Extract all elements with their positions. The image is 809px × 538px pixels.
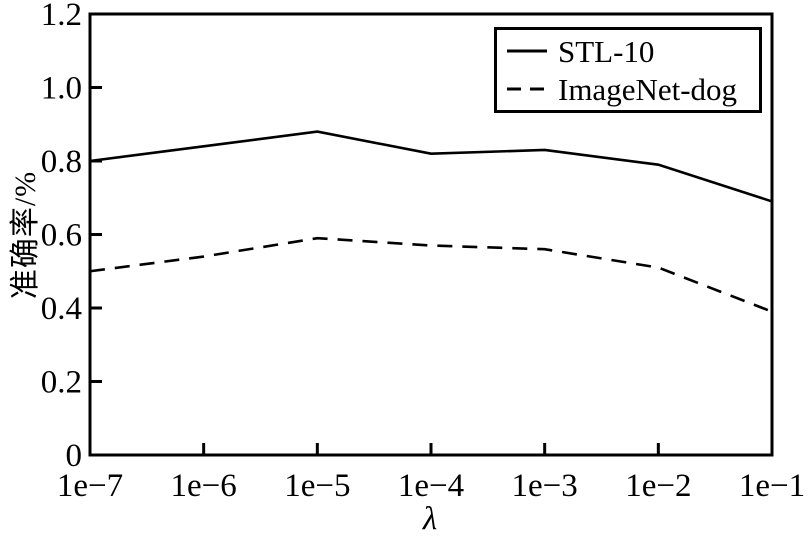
x-axis-tick-labels: 1e−7 1e−6 1e−5 1e−4 1e−3 1e−2 1e−1 [57, 468, 805, 504]
y-tick-label: 0.4 [41, 291, 82, 327]
dashed-line-swatch [507, 85, 547, 93]
y-axis-title: 准确率/% [9, 170, 43, 299]
x-tick-label: 1e−2 [625, 468, 691, 504]
x-tick-label: 1e−3 [512, 468, 578, 504]
imagenet-dog-line [89, 236, 773, 313]
y-tick-label: 0.6 [41, 218, 82, 254]
y-tick-label: 0 [66, 438, 83, 474]
y-axis-title-wrap: 准确率/% [0, 14, 54, 455]
y-axis-ticks [90, 12, 102, 457]
x-tick-label: 1e−1 [739, 468, 805, 504]
data-series-lines [89, 130, 773, 313]
stl-10-line [89, 130, 773, 203]
y-tick-label: 0.8 [41, 144, 82, 180]
x-tick-label: 1e−5 [284, 468, 350, 504]
x-axis-title: λ [422, 501, 438, 537]
y-tick-label: 0.2 [41, 365, 82, 401]
y-tick-label: 1.2 [41, 0, 82, 33]
legend-label-imagenet-dog: ImageNet-dog [558, 71, 738, 107]
legend-label-stl-10: STL-10 [558, 33, 655, 69]
x-tick-label: 1e−6 [171, 468, 237, 504]
legend-item-imagenet-dog: ImageNet-dog [507, 70, 759, 108]
x-axis-ticks [88, 443, 774, 455]
x-tick-label: 1e−4 [398, 468, 464, 504]
y-tick-label: 1.0 [41, 71, 82, 107]
y-axis-tick-labels: 0 0.2 0.4 0.6 0.8 1.0 1.2 [41, 0, 82, 474]
x-tick-label: 1e−7 [57, 468, 123, 504]
legend-box: STL-10 ImageNet-dog [494, 27, 762, 113]
solid-line-swatch [507, 47, 547, 55]
legend-item-stl-10: STL-10 [507, 32, 759, 70]
